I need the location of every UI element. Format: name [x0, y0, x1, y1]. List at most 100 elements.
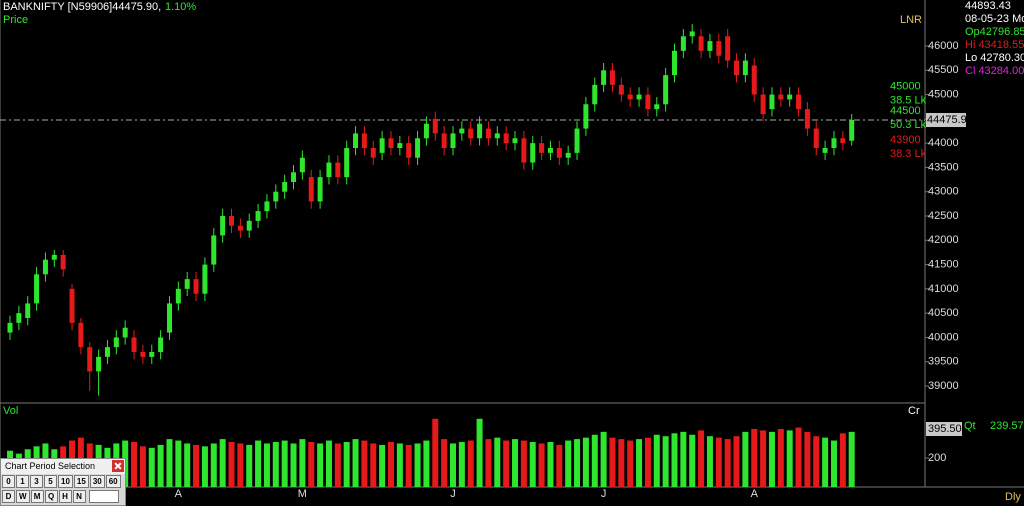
- period-button[interactable]: 5: [44, 475, 57, 488]
- volume-bar: [379, 444, 386, 487]
- period-button[interactable]: 30: [89, 475, 105, 488]
- volume-bar: [255, 440, 262, 487]
- candle-body: [353, 133, 359, 148]
- candle-body: [317, 177, 323, 202]
- candle-body: [229, 215, 234, 226]
- volume-bar: [467, 440, 474, 487]
- period-input[interactable]: [88, 490, 119, 503]
- candle-body: [556, 147, 562, 158]
- candle-body: [166, 303, 172, 333]
- candle-body: [742, 60, 748, 76]
- candle-body: [849, 120, 855, 141]
- candle-body: [734, 60, 740, 76]
- y-tick-label: 42000: [928, 234, 959, 246]
- y-tick-label: 43500: [928, 161, 959, 173]
- period-button[interactable]: W: [16, 490, 30, 503]
- candle-body: [42, 259, 48, 275]
- volume-label: Vol: [3, 405, 18, 417]
- candle-body: [609, 70, 615, 85]
- volume-bar: [458, 442, 465, 487]
- candle-body: [689, 31, 695, 37]
- x-tick-label: J: [450, 488, 456, 500]
- volume-bar: [742, 431, 749, 487]
- period-button[interactable]: 3: [30, 475, 43, 488]
- volume-bar: [228, 442, 235, 487]
- candle-body: [335, 162, 341, 178]
- volume-bar: [263, 443, 270, 487]
- interval: Dly: [1005, 491, 1021, 503]
- y-tick-label: 45000: [928, 88, 959, 100]
- candle-body: [344, 147, 350, 178]
- volume-bar: [334, 443, 341, 487]
- period-button[interactable]: 0: [2, 475, 15, 488]
- y-tick-label: 40000: [928, 331, 959, 343]
- volume-bar: [556, 444, 563, 487]
- level-price: 43900: [890, 134, 921, 146]
- candle-body: [645, 94, 651, 110]
- candle-body: [220, 215, 226, 236]
- volume-bar: [494, 437, 501, 487]
- level-qty: 50.3 Lk: [890, 119, 927, 131]
- volume-bar: [441, 439, 448, 487]
- period-button[interactable]: 10: [58, 475, 73, 488]
- last-price-box: [926, 113, 966, 128]
- candle-body: [468, 128, 474, 139]
- candle-body: [34, 274, 40, 304]
- info-text: Op42796.85: [965, 26, 1024, 38]
- period-button[interactable]: 1: [16, 475, 29, 488]
- popup-title-text: Chart Period Selection: [5, 461, 96, 471]
- chart-title: BANKNIFTY [N59906]44475.90,: [3, 1, 161, 13]
- y-tick-label: 39500: [928, 356, 959, 368]
- volume-bar: [166, 439, 173, 487]
- candle-body: [326, 162, 332, 178]
- close-button[interactable]: [112, 460, 124, 472]
- period-button[interactable]: Q: [44, 490, 58, 503]
- last-price-text: 44475.9: [927, 114, 967, 126]
- period-button[interactable]: 15: [73, 475, 89, 488]
- volume-bar: [636, 439, 643, 487]
- period-button[interactable]: H: [58, 490, 72, 503]
- candle-body: [441, 133, 447, 148]
- volume-bar: [396, 443, 403, 487]
- candle-body: [60, 254, 66, 270]
- volume-box: [926, 422, 962, 436]
- volume-bar: [768, 431, 775, 487]
- x-tick-label: A: [751, 488, 759, 500]
- candle-body: [663, 75, 669, 105]
- button-row: 0 1 3 5 10 15 30 60: [1, 474, 125, 489]
- volume-bar: [786, 430, 793, 487]
- candle-body: [78, 322, 84, 348]
- volume-box-text: 395.50: [928, 423, 962, 435]
- volume-bar: [724, 439, 731, 487]
- info-text: Hi 43418.55: [965, 39, 1024, 51]
- volume-bar: [529, 442, 536, 487]
- volume-bar: [370, 443, 377, 487]
- candle-body: [547, 147, 553, 153]
- period-button[interactable]: N: [72, 490, 86, 503]
- volume-bar: [485, 439, 492, 487]
- x-tick-label: M: [298, 488, 307, 500]
- y-tick-label: 40500: [928, 307, 959, 319]
- volume-bar: [591, 434, 598, 487]
- y-tick-label: 42500: [928, 210, 959, 222]
- volume-bar: [210, 443, 217, 487]
- volume-bar: [706, 436, 713, 487]
- period-button[interactable]: D: [2, 490, 15, 503]
- candle-body: [716, 41, 722, 56]
- candle-body: [787, 94, 793, 100]
- volume-bar: [565, 440, 572, 487]
- period-button[interactable]: M: [30, 490, 44, 503]
- candle-body: [840, 138, 846, 144]
- candle-body: [804, 109, 810, 129]
- volume-bar: [804, 431, 811, 487]
- candle-body: [459, 128, 465, 134]
- volume-bar: [343, 442, 350, 487]
- info-text: Lo 42780.30: [965, 52, 1024, 64]
- candle-body: [574, 128, 580, 153]
- volume-bar: [131, 442, 138, 487]
- candle-body: [503, 133, 509, 144]
- period-button[interactable]: 60: [105, 475, 121, 488]
- volume-bar: [299, 439, 306, 487]
